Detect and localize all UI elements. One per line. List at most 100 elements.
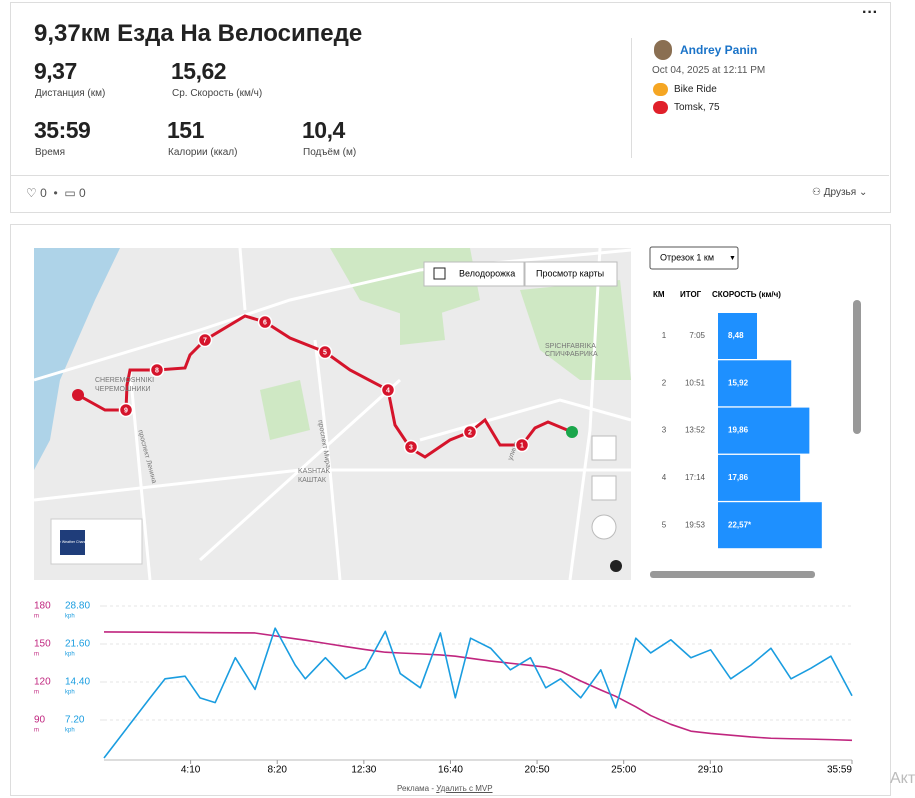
avatar[interactable] (654, 40, 672, 60)
speed-label: 22,57* (728, 520, 752, 529)
x-tick-label: 12:30 (351, 765, 376, 776)
y2-unit: kph (65, 690, 75, 696)
activity-card (10, 2, 891, 213)
stat-value: 9,37 (34, 58, 77, 84)
km-marker-label: 5 (323, 349, 327, 356)
center[interactable] (591, 475, 617, 501)
split-selector[interactable] (649, 246, 739, 270)
chart: 90 m 120 m 150 m 180 m 7.20 kph 14.40 kph 21.60 kph 28… (34, 601, 853, 776)
km-marker-label: 7 (203, 337, 207, 344)
fullscreen[interactable] (591, 435, 617, 461)
river (34, 248, 120, 470)
series-line (103, 627, 853, 759)
km-marker (403, 439, 419, 455)
km-marker (462, 424, 478, 440)
speed-bar (718, 360, 792, 407)
split-total: 17:14 (685, 473, 706, 482)
button-label: Просмотр карты (536, 268, 604, 278)
km-marker-label: 2 (468, 429, 472, 436)
km-marker-label: 1 (520, 442, 524, 449)
km-marker-label: 3 (409, 444, 413, 451)
km-marker (118, 402, 134, 418)
column-header: КМ (653, 290, 665, 299)
checkbox[interactable] (433, 267, 446, 280)
km-marker-label: 6 (263, 319, 267, 326)
splits-table: КМ ИТОГ СКОРОСТЬ (км/ч) 1 7:05 8,48 2 10:51 15,9… (653, 290, 822, 549)
stat-label: Время (35, 147, 66, 158)
speed-label: 8,48 (728, 331, 744, 340)
speed-label: 19,86 (728, 426, 749, 435)
map-view-button[interactable] (524, 261, 618, 287)
comment-count: 0 (79, 186, 86, 200)
speed-bar (718, 313, 758, 359)
x-tick-label: 35:59 (827, 765, 852, 776)
y2-unit: kph (65, 614, 75, 620)
remove-ads[interactable]: Удалить с MVP (436, 784, 493, 793)
icon (653, 101, 668, 114)
split-km: 5 (662, 520, 667, 529)
speed-bar (718, 454, 801, 501)
finish (72, 389, 84, 401)
x-tick-label: 16:40 (438, 765, 463, 776)
likes[interactable]: ♡ 0 • ▭ 0 (26, 186, 86, 200)
series-line (103, 631, 853, 742)
x-tick-label: 25:00 (611, 765, 636, 776)
stat-label: Ср. Скорость (км/ч) (172, 88, 263, 99)
y-tick-label: 180 (34, 601, 51, 612)
date: Oct 04, 2025 at 12:11 PM (652, 65, 766, 76)
athlete-name[interactable]: Andrey Panin (680, 43, 758, 57)
caret: ▼ (729, 255, 736, 262)
location: Tomsk, 75 (674, 102, 720, 113)
info[interactable] (610, 560, 622, 572)
x-tick-label: 29:10 (698, 765, 723, 776)
km-marker (197, 332, 213, 348)
weather-brand: The Weather Channel (55, 540, 89, 544)
split-km: 1 (662, 331, 667, 340)
title: 9,37км Езда На Велосипеде (34, 20, 363, 47)
like-count: 0 (40, 186, 47, 200)
y2-tick-label: 7.20 (65, 715, 85, 726)
map-label: KASHTAK (298, 468, 330, 475)
speed-bar (718, 502, 822, 549)
ad-label: Реклама - (397, 784, 437, 793)
stat-value: 10,4 (302, 117, 345, 143)
scrollbar[interactable] (853, 300, 861, 434)
split-km: 3 (662, 426, 667, 435)
locate[interactable] (591, 514, 617, 540)
speed-bar (718, 407, 810, 454)
menu[interactable]: ··· (862, 4, 878, 21)
privacy[interactable]: ⚇ Друзья ⌄ (812, 187, 868, 198)
divider (11, 175, 889, 176)
stat-label: Калории (ккал) (168, 147, 238, 158)
y2-tick-label: 14.40 (65, 677, 90, 688)
stat-value: 151 (167, 117, 204, 143)
km-marker (149, 362, 165, 378)
km-marker-label: 4 (386, 387, 390, 394)
split-total: 10:51 (685, 378, 706, 387)
stat-value: 15,62 (171, 58, 227, 84)
y2-unit: kph (65, 652, 75, 658)
weather-logo (60, 530, 85, 555)
selector-label: Отрезок 1 км (660, 252, 714, 262)
start (566, 426, 578, 438)
privacy-label: Друзья (823, 187, 857, 198)
speed-label: 15,92 (728, 378, 749, 387)
icon (653, 83, 668, 96)
y2-tick-label: 28.80 (65, 601, 90, 612)
y-unit: m (34, 614, 39, 620)
map-label: СПИЧФАБРИКА (545, 351, 598, 358)
km-marker (380, 382, 396, 398)
scrollbar[interactable] (650, 571, 815, 578)
split-km: 4 (662, 473, 667, 482)
y-tick-label: 120 (34, 677, 51, 688)
x-tick-label: 8:20 (267, 765, 287, 776)
ad-footer: Реклама - Удалить с MVP (397, 784, 493, 793)
map-label: CHEREMOSHNIKI (95, 377, 154, 384)
km-marker-label: 9 (124, 407, 128, 414)
split-total: 7:05 (689, 331, 705, 340)
cut-text: Акт (890, 770, 915, 787)
y-unit: m (34, 652, 39, 658)
stat-value: 35:59 (34, 117, 91, 143)
